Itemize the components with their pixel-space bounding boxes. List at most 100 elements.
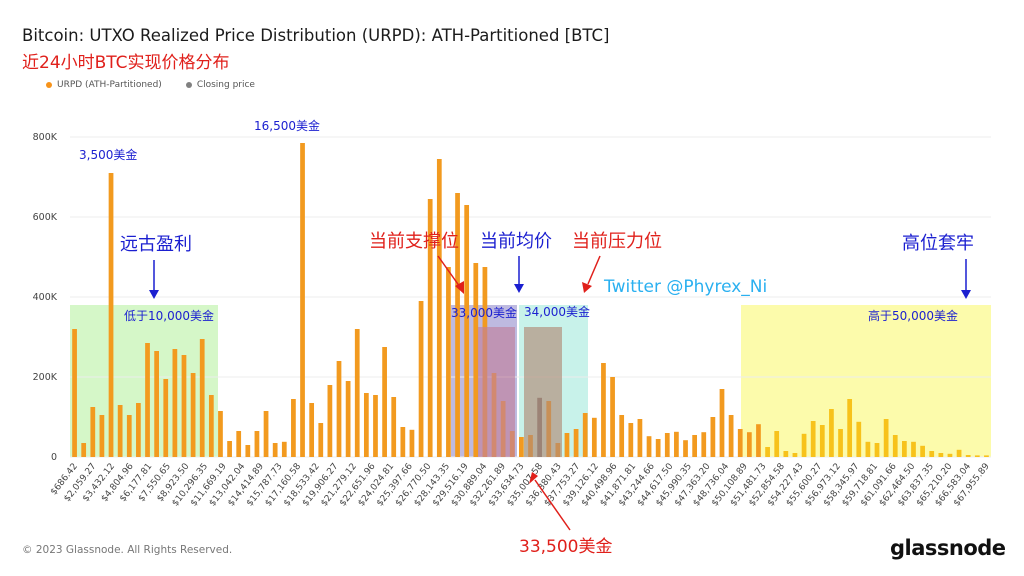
bar xyxy=(291,399,296,457)
bar xyxy=(145,343,150,457)
yellow-zone xyxy=(741,305,991,457)
legend-dot-urpd xyxy=(46,82,52,88)
bar xyxy=(692,435,698,457)
bar xyxy=(774,431,780,457)
closing-price-arrow xyxy=(534,479,571,531)
label-16500: 16,500美金 xyxy=(254,118,320,133)
trapped-high-arrowhead xyxy=(961,290,971,299)
support-arrow xyxy=(437,255,461,288)
bar xyxy=(309,403,315,457)
bar xyxy=(710,417,716,457)
bar xyxy=(902,441,907,457)
y-tick-label: 200K xyxy=(33,372,58,383)
x-axis: $686.42$2,059.27$3,432.12$4,804.96$6,177… xyxy=(49,461,992,508)
bar xyxy=(464,205,470,457)
label-33000: 33,000美金 xyxy=(451,305,517,320)
bar xyxy=(601,363,606,457)
bar xyxy=(300,143,305,457)
bar xyxy=(382,347,387,457)
bar xyxy=(163,379,169,457)
bar xyxy=(874,443,880,457)
label-34000: 34,000美金 xyxy=(524,304,590,319)
support-label: 当前支撑位 xyxy=(369,231,459,252)
bar xyxy=(190,373,196,457)
bar xyxy=(765,447,770,457)
bar xyxy=(373,395,378,457)
twitter-label: Twitter @Phyrex_Ni xyxy=(603,277,767,297)
bar xyxy=(582,413,588,457)
avg-price-label: 当前均价 xyxy=(480,231,552,252)
pink-box xyxy=(478,327,515,457)
bar xyxy=(865,441,871,457)
bar xyxy=(427,199,433,457)
bar xyxy=(610,377,615,457)
bar xyxy=(956,449,962,457)
bar xyxy=(218,411,223,457)
bar xyxy=(719,389,725,457)
bar xyxy=(363,393,369,457)
ancient-profit-arrowhead xyxy=(149,290,159,299)
bar xyxy=(947,453,953,457)
bar xyxy=(345,381,351,457)
resistance-label: 当前压力位 xyxy=(572,231,662,252)
legend-item-urpd[interactable]: URPD (ATH-Partitioned) xyxy=(46,80,162,90)
bar xyxy=(974,455,980,457)
bar xyxy=(72,329,77,457)
bar xyxy=(418,301,424,457)
bar xyxy=(829,409,834,457)
bar xyxy=(455,193,460,457)
bar xyxy=(628,423,634,457)
bar xyxy=(199,339,205,457)
bar xyxy=(664,433,670,457)
y-tick-label: 0 xyxy=(51,452,57,463)
ancient-profit-label: 远古盈利 xyxy=(120,234,192,255)
bar xyxy=(272,443,278,457)
bar xyxy=(436,159,442,457)
bar xyxy=(646,436,652,457)
bar xyxy=(573,429,579,457)
bar xyxy=(783,451,789,457)
bar xyxy=(254,431,260,457)
bar xyxy=(984,455,989,457)
legend-label-closing: Closing price xyxy=(196,80,255,90)
bar xyxy=(99,415,105,457)
closing-price-arrowhead xyxy=(529,472,538,484)
bar xyxy=(892,435,898,457)
bar xyxy=(181,355,187,457)
bar xyxy=(409,429,415,457)
bar xyxy=(920,445,925,457)
bar xyxy=(126,415,132,457)
bar xyxy=(354,329,360,457)
bar xyxy=(965,455,971,457)
bar xyxy=(336,361,342,457)
bar xyxy=(400,427,406,457)
bar xyxy=(746,432,752,457)
y-axis: 0 200K 400K 600K 800K xyxy=(33,132,58,463)
bar xyxy=(619,415,625,457)
annotations: 3,500美金 16,500美金 远古盈利 低于10,000美金 当前支撑位 当… xyxy=(79,118,974,557)
bar xyxy=(172,349,178,457)
bar xyxy=(245,445,251,457)
bar xyxy=(327,385,333,457)
legend-item-closing[interactable]: Closing price xyxy=(185,80,255,90)
bar xyxy=(911,441,916,457)
bar xyxy=(564,433,570,457)
y-tick-label: 600K xyxy=(33,212,58,223)
bar xyxy=(637,419,643,457)
bar xyxy=(108,173,114,457)
bar xyxy=(819,425,825,457)
copyright-footer: © 2023 Glassnode. All Rights Reserved. xyxy=(22,544,233,556)
overlay-boxes xyxy=(478,327,562,457)
bar xyxy=(154,351,159,457)
bar xyxy=(591,417,597,457)
support-arrowhead xyxy=(455,281,464,294)
bar xyxy=(856,421,862,457)
brown-box xyxy=(524,327,562,457)
bar xyxy=(838,429,843,457)
bar xyxy=(318,423,324,457)
bar xyxy=(674,431,679,457)
bar xyxy=(446,267,451,457)
bar xyxy=(281,441,287,457)
avg-price-arrowhead xyxy=(514,284,524,293)
